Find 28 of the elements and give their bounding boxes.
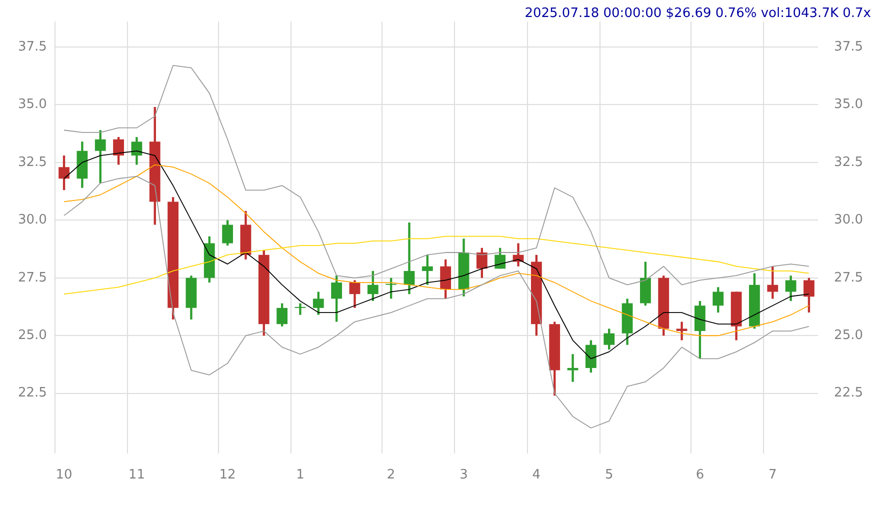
x-tick-label: 4 xyxy=(532,468,541,483)
x-tick-label: 6 xyxy=(696,468,704,483)
x-tick-label: 11 xyxy=(128,468,145,483)
x-tick-label: 5 xyxy=(604,468,614,483)
x-tick-label: 7 xyxy=(768,468,777,483)
y-tick-label: 30.0 xyxy=(18,212,47,228)
x-tick-label: 2 xyxy=(386,468,396,483)
x-tick-label: 3 xyxy=(460,468,468,483)
y2-tick-label: 30.0 xyxy=(834,212,864,228)
y-tick-label: 22.5 xyxy=(18,386,47,401)
chart-title: 2025.07.18 00:00:00 $26.69 0.76% vol:1043.7K 0.7x xyxy=(524,6,872,22)
y-tick-label: 27.5 xyxy=(18,270,47,286)
x-tick-label: 12 xyxy=(219,468,236,483)
y2-tick-label: 32.5 xyxy=(834,154,864,170)
y2-tick-label: 25.0 xyxy=(834,328,864,344)
y-tick-label: 32.5 xyxy=(18,154,47,170)
candlestick xyxy=(294,303,306,315)
y2-tick-label: 22.5 xyxy=(834,386,864,401)
x-tick-label: 1 xyxy=(296,468,304,483)
candlestick xyxy=(567,354,578,382)
candlestick xyxy=(676,322,688,340)
y-tick-label: 25.0 xyxy=(18,328,47,344)
y-tick-label: 37.5 xyxy=(18,39,47,54)
x-tick-label: 10 xyxy=(56,468,72,483)
y2-tick-label: 37.5 xyxy=(834,39,864,54)
y2-tick-label: 27.5 xyxy=(834,270,864,286)
y-tick-label: 35.0 xyxy=(18,97,47,112)
y2-tick-label: 35.0 xyxy=(834,97,864,112)
